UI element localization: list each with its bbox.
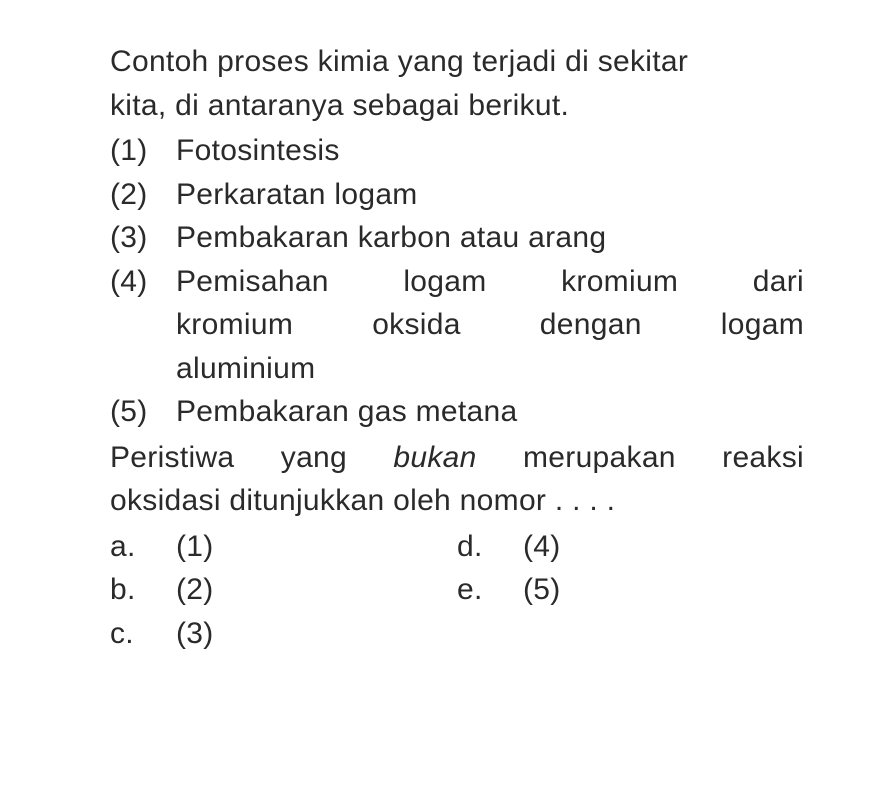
item-label: (1): [110, 129, 176, 173]
item-text: Pembakaran gas metana: [176, 390, 804, 434]
option-label: b.: [110, 568, 176, 612]
intro-line2: kita, di antaranya sebagai berikut.: [110, 84, 804, 128]
item-label: (2): [110, 173, 176, 217]
option-label: e.: [457, 568, 523, 612]
option-label: d.: [457, 525, 523, 569]
answer-options: a. (1) b. (2) c. (3) d. (4) e. (5): [110, 525, 804, 656]
option-a: a. (1): [110, 525, 457, 569]
option-e: e. (5): [457, 568, 804, 612]
item-label: (3): [110, 216, 176, 260]
question-part1: Peristiwa yang: [110, 441, 393, 474]
question-part2: merupakan reaksi: [477, 441, 804, 474]
question-text: Peristiwa yang bukan merupakan reaksi ok…: [110, 436, 804, 523]
item-label: (4): [110, 260, 176, 391]
option-text: (2): [176, 568, 214, 612]
option-text: (4): [523, 525, 561, 569]
item-text: Perkaratan logam: [176, 173, 804, 217]
options-right-column: d. (4) e. (5): [457, 525, 804, 656]
question-content: Contoh proses kimia yang terjadi di seki…: [110, 40, 804, 655]
item-line3: aluminium: [176, 347, 804, 391]
item-text: Pemisahan logam kromium dari kromium oks…: [176, 260, 804, 391]
numbered-list: (1) Fotosintesis (2) Perkaratan logam (3…: [110, 129, 804, 434]
question-line2: oksidasi ditunjukkan oleh nomor . . . .: [110, 479, 804, 523]
option-c: c. (3): [110, 612, 457, 656]
item-text: Fotosintesis: [176, 129, 804, 173]
intro-line1: Contoh proses kimia yang terjadi di seki…: [110, 40, 804, 84]
item-line2: kromium oksida dengan logam: [176, 303, 804, 347]
list-item: (1) Fotosintesis: [110, 129, 804, 173]
list-item: (2) Perkaratan logam: [110, 173, 804, 217]
option-text: (5): [523, 568, 561, 612]
list-item: (3) Pembakaran karbon atau arang: [110, 216, 804, 260]
item-text: Pembakaran karbon atau arang: [176, 216, 804, 260]
option-d: d. (4): [457, 525, 804, 569]
list-item: (4) Pemisahan logam kromium dari kromium…: [110, 260, 804, 391]
intro-text: Contoh proses kimia yang terjadi di seki…: [110, 40, 804, 127]
question-italic: bukan: [393, 441, 476, 474]
option-text: (1): [176, 525, 214, 569]
option-b: b. (2): [110, 568, 457, 612]
option-label: c.: [110, 612, 176, 656]
list-item: (5) Pembakaran gas metana: [110, 390, 804, 434]
item-label: (5): [110, 390, 176, 434]
options-left-column: a. (1) b. (2) c. (3): [110, 525, 457, 656]
option-label: a.: [110, 525, 176, 569]
option-text: (3): [176, 612, 214, 656]
question-line1: Peristiwa yang bukan merupakan reaksi: [110, 436, 804, 480]
item-line1: Pemisahan logam kromium dari: [176, 260, 804, 304]
